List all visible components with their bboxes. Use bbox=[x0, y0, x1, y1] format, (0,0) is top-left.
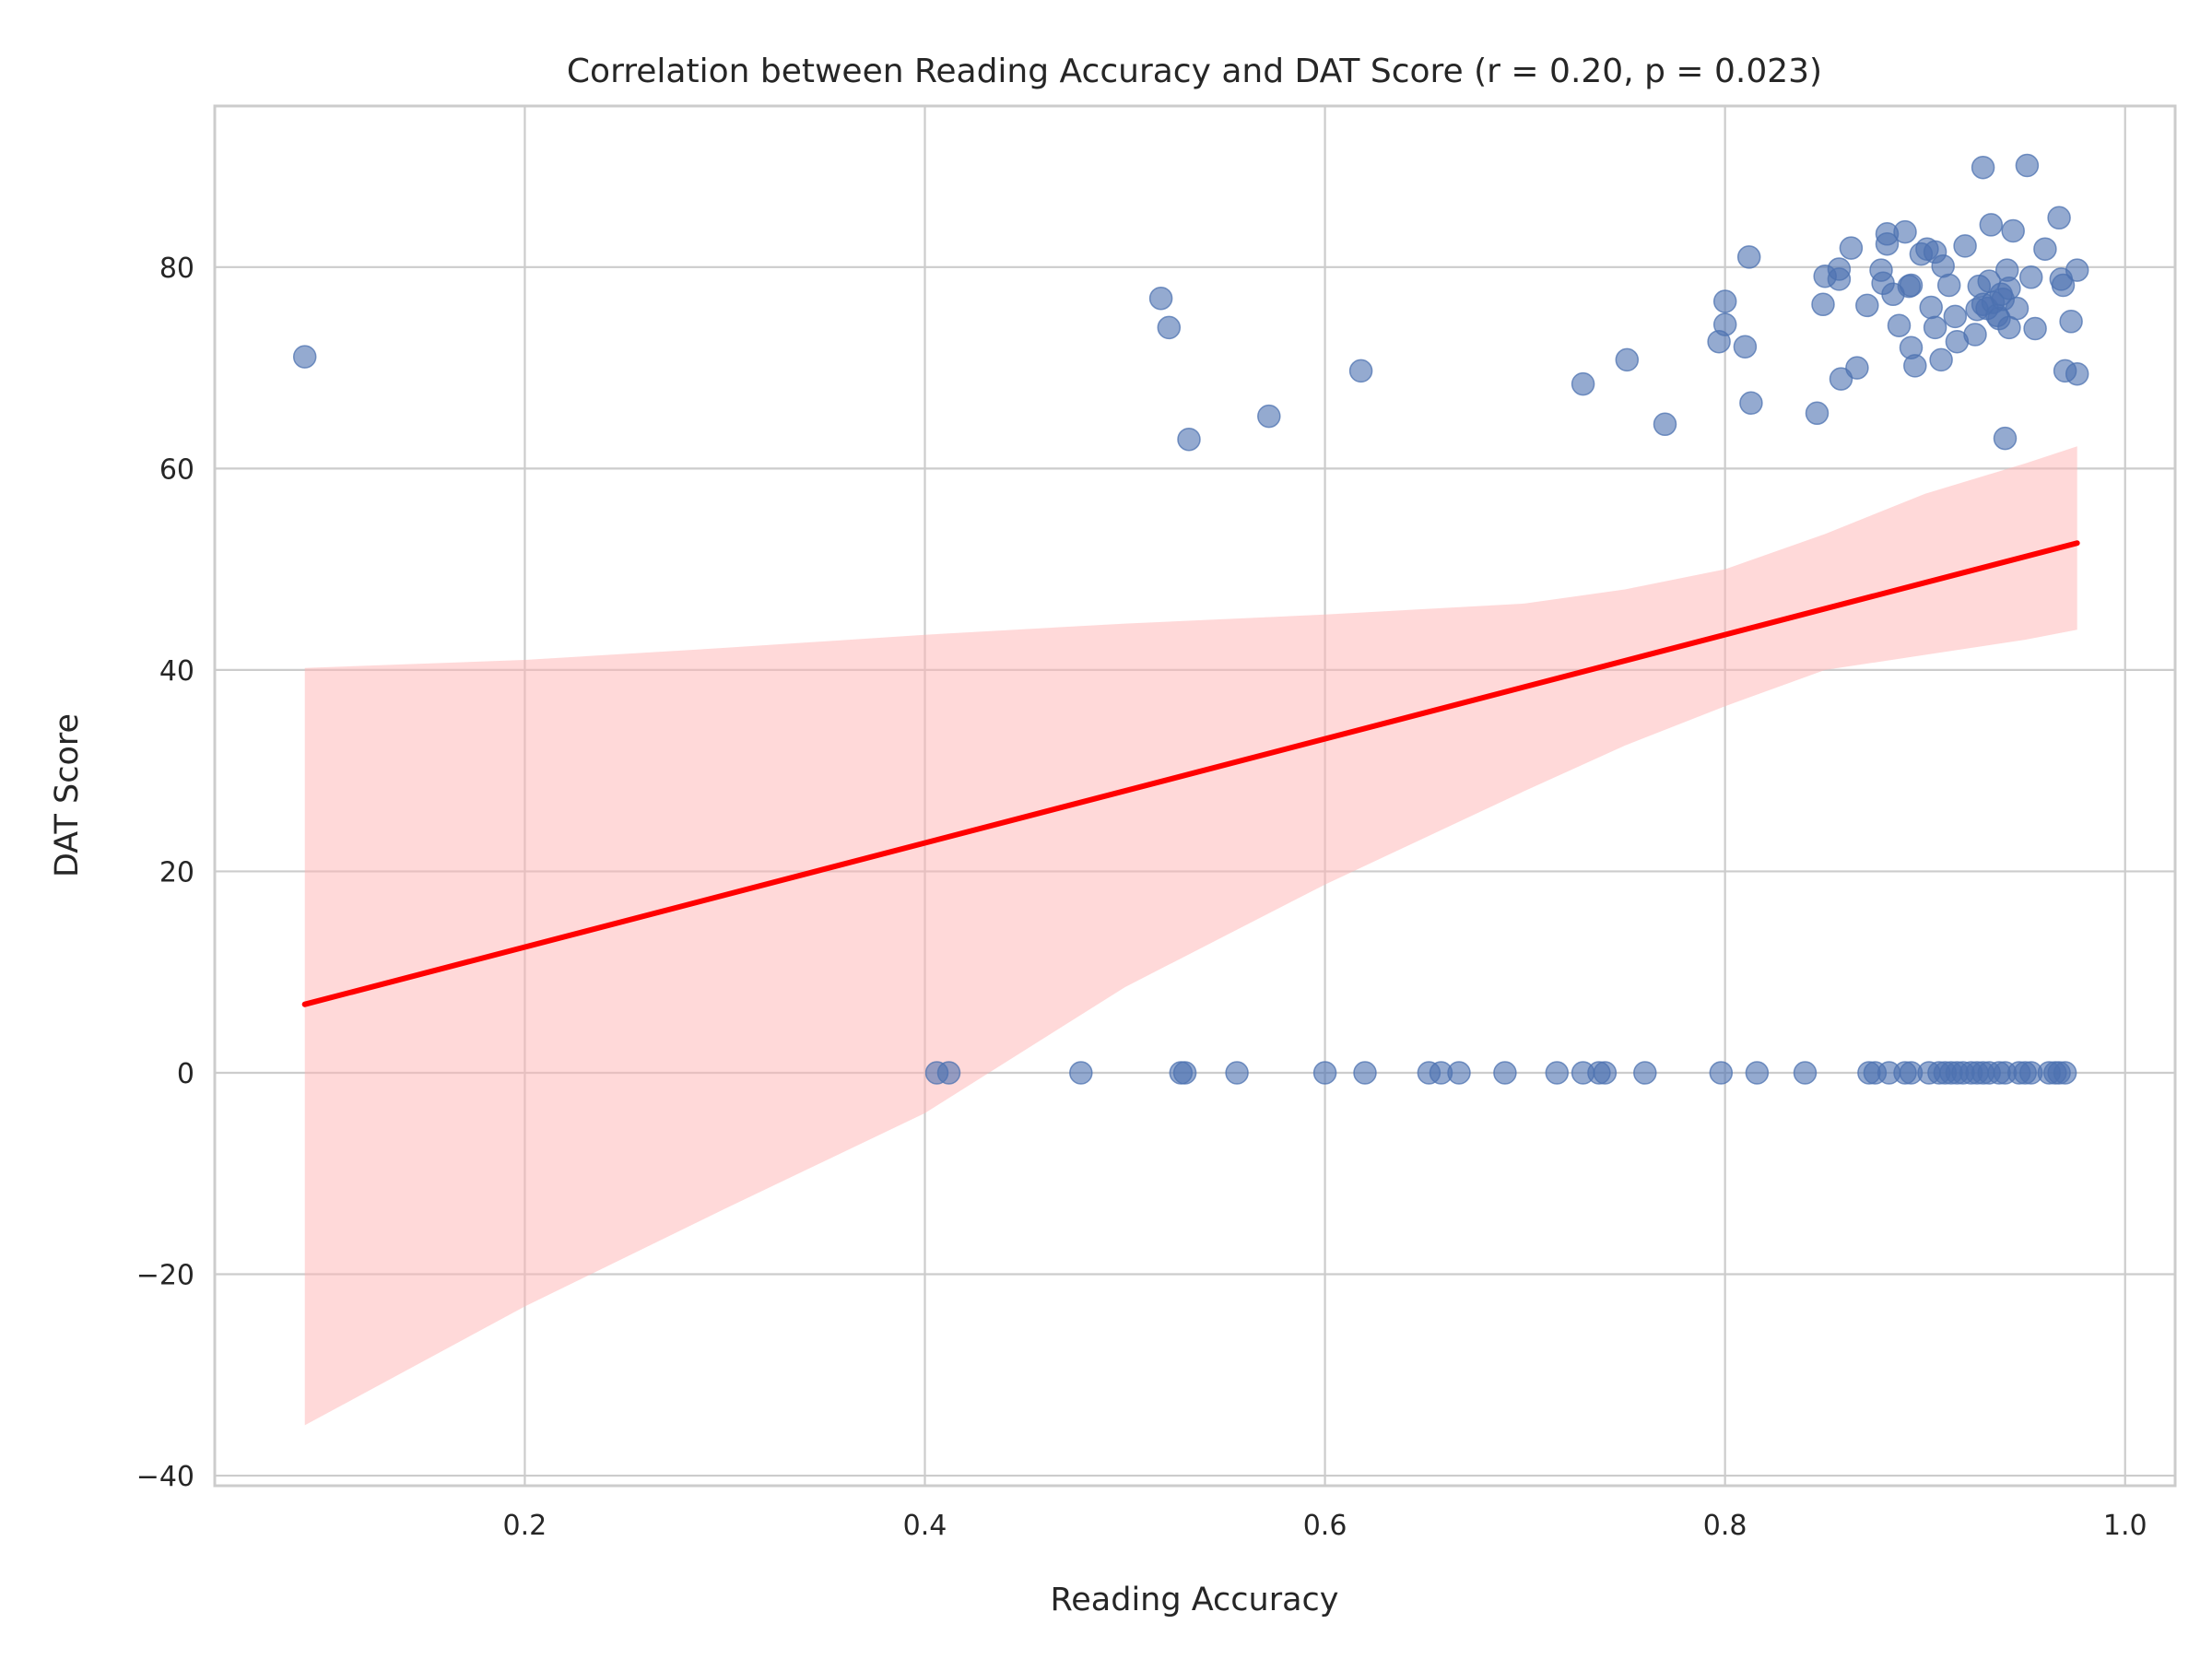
data-point bbox=[2015, 153, 2040, 178]
x-tick-label: 0.2 bbox=[503, 1510, 547, 1542]
data-point bbox=[1257, 404, 1281, 429]
data-point bbox=[1811, 292, 1835, 317]
confidence-band bbox=[304, 446, 2077, 1426]
x-tick-label: 0.6 bbox=[1303, 1510, 1347, 1542]
data-point bbox=[1899, 273, 1924, 298]
data-point bbox=[2023, 316, 2047, 341]
data-point bbox=[1709, 1061, 1734, 1085]
data-point bbox=[1593, 1061, 1618, 1085]
y-axis-label: DAT Score bbox=[49, 713, 86, 877]
chart-title: Correlation between Reading Accuracy and… bbox=[567, 53, 1822, 90]
data-point bbox=[1615, 347, 1640, 372]
data-point bbox=[2033, 237, 2057, 261]
regression-line bbox=[301, 540, 2080, 1007]
data-point bbox=[1733, 335, 1758, 359]
data-point bbox=[1745, 1061, 1770, 1085]
y-tick-label: 0 bbox=[177, 1058, 194, 1090]
data-point bbox=[1312, 1061, 1337, 1085]
data-point bbox=[292, 345, 317, 369]
data-point bbox=[2065, 361, 2089, 386]
data-point bbox=[1979, 213, 2004, 237]
data-point bbox=[1739, 391, 1763, 416]
data-point bbox=[1893, 219, 1917, 244]
data-point bbox=[1963, 323, 1987, 347]
data-point bbox=[1653, 412, 1677, 437]
data-point bbox=[2018, 265, 2043, 289]
data-point bbox=[1172, 1061, 1197, 1085]
data-point bbox=[1971, 155, 1995, 180]
data-point bbox=[2065, 258, 2089, 282]
data-point bbox=[2051, 273, 2076, 298]
data-point bbox=[1953, 234, 1977, 258]
data-point bbox=[1793, 1061, 1818, 1085]
data-point bbox=[1633, 1061, 1657, 1085]
y-tick-label: 20 bbox=[159, 856, 194, 888]
x-tick-label: 0.4 bbox=[903, 1510, 947, 1542]
data-point bbox=[1887, 313, 1912, 337]
data-point bbox=[1855, 293, 1879, 318]
data-point bbox=[1943, 304, 1968, 329]
data-point bbox=[1997, 276, 2021, 300]
data-point bbox=[2059, 310, 2083, 334]
data-point bbox=[1993, 426, 2018, 451]
x-axis-label: Reading Accuracy bbox=[1051, 1582, 1339, 1618]
regression-line-group bbox=[301, 540, 2080, 1007]
data-point bbox=[2053, 1061, 2077, 1085]
data-point bbox=[1919, 295, 1943, 320]
data-point bbox=[1069, 1061, 1093, 1085]
y-tick-label: 60 bbox=[159, 453, 194, 486]
x-tick-label: 0.8 bbox=[1703, 1510, 1747, 1542]
data-point bbox=[936, 1061, 961, 1085]
data-point bbox=[1447, 1061, 1471, 1085]
data-point bbox=[1805, 401, 1830, 426]
y-tick-label: −20 bbox=[136, 1260, 194, 1292]
data-point bbox=[1545, 1061, 1570, 1085]
data-point bbox=[1903, 354, 1927, 378]
data-point bbox=[1929, 347, 1953, 372]
x-tick-label: 1.0 bbox=[2103, 1510, 2147, 1542]
data-point bbox=[2047, 206, 2071, 230]
data-point bbox=[1177, 427, 1201, 452]
data-point bbox=[1923, 315, 1947, 340]
data-point bbox=[1157, 315, 1182, 340]
data-point bbox=[1571, 371, 1595, 396]
data-point bbox=[1353, 1061, 1377, 1085]
data-point bbox=[2005, 296, 2030, 321]
confidence-band-group bbox=[304, 446, 2077, 1426]
data-point bbox=[1348, 359, 1373, 383]
y-tick-label: −40 bbox=[136, 1461, 194, 1493]
data-point bbox=[1736, 245, 1761, 269]
data-point bbox=[1936, 273, 1961, 298]
data-points bbox=[292, 153, 2089, 1085]
data-point bbox=[1839, 236, 1864, 260]
data-point bbox=[1829, 367, 1853, 391]
data-point bbox=[1712, 312, 1737, 336]
data-point bbox=[1875, 231, 1900, 256]
x-tick-labels: 0.2 0.4 0.6 0.8 1.0 bbox=[503, 1510, 2147, 1542]
data-point bbox=[1148, 286, 1173, 311]
y-tick-label: 80 bbox=[159, 253, 194, 285]
data-point bbox=[1225, 1061, 1249, 1085]
data-point bbox=[1845, 356, 1869, 380]
data-point bbox=[1827, 257, 1852, 281]
y-tick-labels: −40 −20 0 20 40 60 80 bbox=[136, 253, 194, 1493]
y-tick-label: 40 bbox=[159, 655, 194, 688]
plot-frame bbox=[213, 104, 2177, 1488]
data-point bbox=[1712, 289, 1737, 313]
data-point bbox=[2001, 218, 2025, 243]
data-point bbox=[1493, 1061, 1517, 1085]
